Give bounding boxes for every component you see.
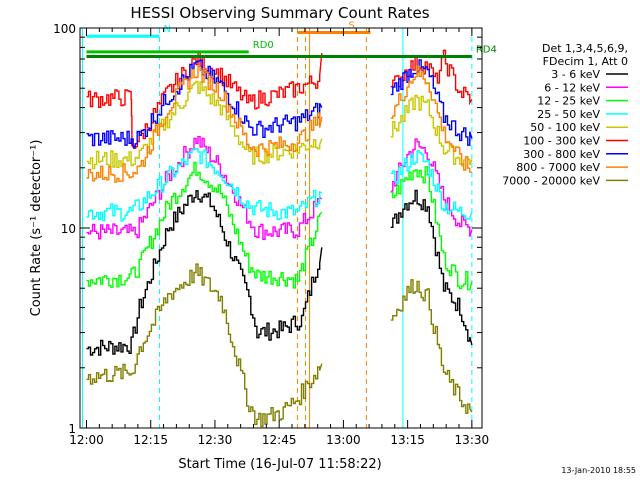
- x-tick-label-1: 12:15: [133, 433, 168, 447]
- legend-label-2: 12 - 25 keV: [537, 95, 600, 108]
- y-axis-ticks: 1 10 100: [53, 22, 482, 436]
- vertical-markers: [81, 28, 473, 428]
- annotation-label-2: RD4: [476, 45, 497, 56]
- x-tick-label-5: 13:15: [390, 433, 425, 447]
- series-0-segment-0: [86, 190, 323, 356]
- y-tick-label-0: 1: [68, 422, 76, 436]
- legend-label-3: 25 - 50 keV: [537, 108, 600, 121]
- series-2-segment-1: [390, 166, 473, 291]
- legend-label-4: 50 - 100 keV: [530, 121, 600, 134]
- series-7-segment-1: [390, 65, 472, 173]
- series-5-segment-0: [86, 51, 323, 150]
- series-2-segment-0: [86, 161, 323, 289]
- x-tick-label-0: 12:00: [69, 433, 104, 447]
- series-5-segment-1: [390, 49, 473, 106]
- series-8-segment-0: [86, 263, 323, 428]
- x-axis-ticks: 12:00 12:15 12:30 12:45 13:00 13:15 13:30: [69, 28, 489, 447]
- data-series: [86, 49, 473, 428]
- series-1-segment-0: [86, 135, 323, 241]
- series-7-segment-0: [86, 65, 323, 183]
- annotation-label-3: S: [348, 20, 354, 31]
- legend-header-1: FDecim 1, Att 0: [543, 55, 628, 68]
- series-4-segment-1: [390, 94, 473, 167]
- legend-label-8: 7000 - 20000 keV: [502, 174, 600, 187]
- legend: Det 1,3,4,5,6,9,FDecim 1, Att 03 - 6 keV…: [502, 42, 628, 187]
- x-tick-label-6: 13:30: [455, 433, 490, 447]
- legend-label-1: 6 - 12 keV: [544, 81, 600, 94]
- x-tick-label-2: 12:30: [198, 433, 233, 447]
- annotation-label-0: N: [164, 24, 171, 35]
- series-4-segment-0: [86, 80, 323, 170]
- y-tick-label-1: 10: [61, 222, 76, 236]
- series-6-segment-1: [390, 59, 473, 146]
- legend-header-0: Det 1,3,4,5,6,9,: [542, 42, 628, 55]
- series-3-segment-0: [86, 147, 323, 222]
- series-0-segment-1: [390, 189, 473, 346]
- x-tick-label-3: 12:45: [262, 433, 297, 447]
- footer-timestamp: 13-Jan-2010 18:55: [561, 466, 636, 475]
- annotation-bars: N RD0 RD4 S: [86, 20, 497, 59]
- series-3-segment-1: [390, 150, 473, 220]
- x-axis-label: Start Time (16-Jul-07 11:58:22): [178, 457, 381, 472]
- y-tick-label-2: 100: [53, 22, 76, 36]
- legend-label-6: 300 - 800 keV: [523, 148, 600, 161]
- chart-title: HESSI Observing Summary Count Rates: [130, 4, 429, 22]
- series-8-segment-1: [390, 279, 473, 414]
- x-tick-label-4: 13:00: [326, 433, 361, 447]
- legend-label-7: 800 - 7000 keV: [516, 161, 600, 174]
- legend-label-5: 100 - 300 keV: [523, 135, 600, 148]
- legend-label-0: 3 - 6 keV: [551, 68, 600, 81]
- annotation-label-1: RD0: [253, 40, 274, 51]
- y-axis-label: Count Rate (s⁻¹ detector⁻¹): [29, 140, 44, 317]
